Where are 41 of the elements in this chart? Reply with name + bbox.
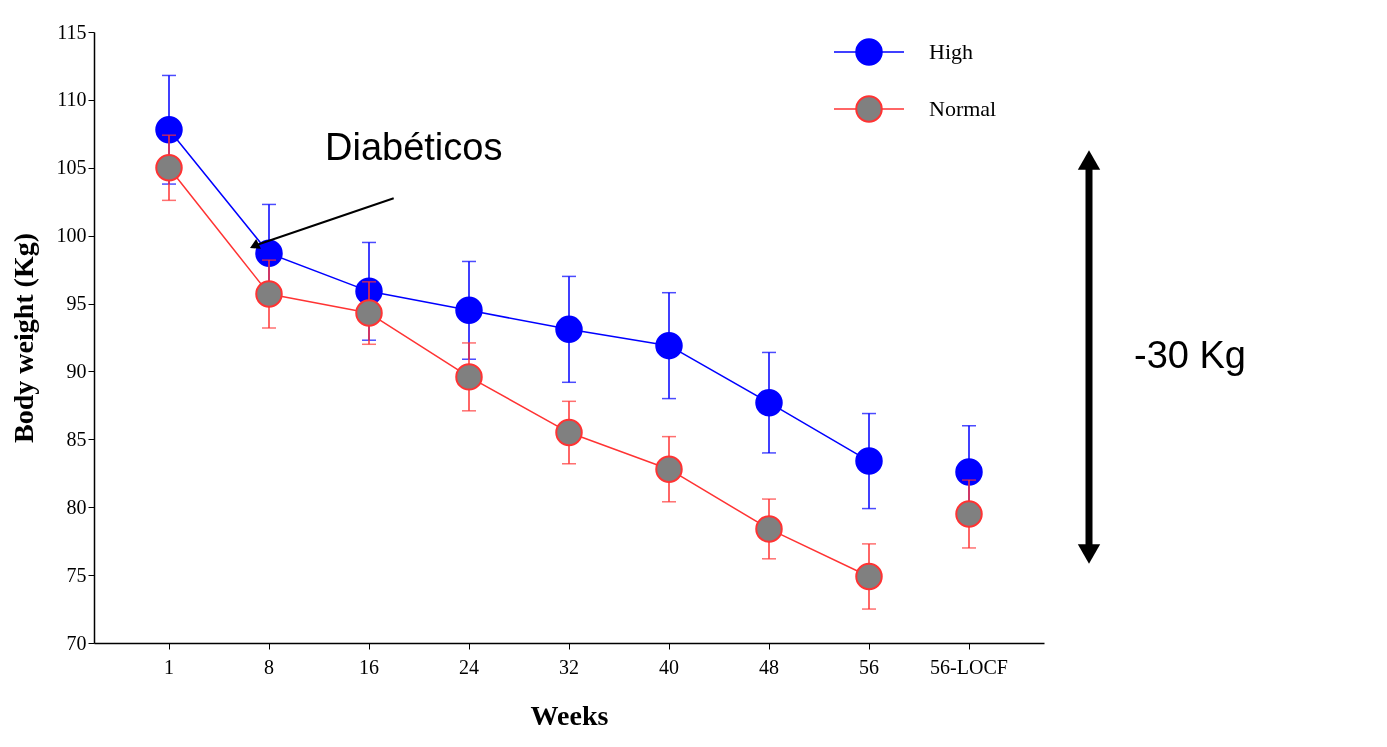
point	[855, 447, 883, 475]
point	[455, 296, 483, 325]
point	[555, 315, 583, 344]
x-tick-label: 56	[859, 655, 879, 678]
x-tick-label: 48	[759, 655, 779, 678]
y-tick-label: 85	[66, 427, 87, 450]
y-tick-label: 110	[57, 88, 87, 111]
point	[555, 418, 583, 447]
x-tick-label: 56-LOCF	[930, 655, 1008, 678]
point	[155, 116, 183, 144]
y-tick-label: 100	[56, 224, 87, 247]
point	[655, 331, 683, 360]
x-tick-label: 32	[559, 655, 579, 678]
legend-label: Normal	[929, 96, 997, 121]
point	[955, 500, 983, 528]
y-tick-label: 115	[57, 20, 87, 43]
y-tick-label: 95	[66, 292, 87, 315]
point	[455, 363, 483, 391]
y-tick-label: 105	[56, 156, 87, 179]
annotation: Diabéticos	[324, 126, 503, 169]
x-tick-label: 24	[459, 655, 479, 678]
legend-label: High	[929, 39, 973, 64]
y-tick-label: 75	[66, 563, 87, 586]
y-tick-label: 90	[66, 359, 87, 382]
x-tick-label: 1	[164, 655, 174, 678]
x-tick-label: 40	[659, 655, 679, 678]
point	[755, 388, 783, 417]
y-tick-label: 80	[66, 495, 87, 518]
y-tick-label: 70	[66, 631, 87, 654]
x-axis-title: Weeks	[530, 699, 609, 731]
x-tick-label: 8	[264, 655, 274, 678]
point	[155, 154, 183, 182]
point	[855, 562, 883, 591]
text: -30 Kg	[1134, 334, 1246, 376]
point	[355, 299, 383, 327]
y-axis-title: Body weight (Kg)	[7, 233, 39, 443]
point	[955, 458, 983, 486]
point	[655, 455, 683, 483]
x-tick-label: 16	[359, 655, 379, 678]
point	[255, 280, 283, 308]
point	[755, 515, 783, 543]
